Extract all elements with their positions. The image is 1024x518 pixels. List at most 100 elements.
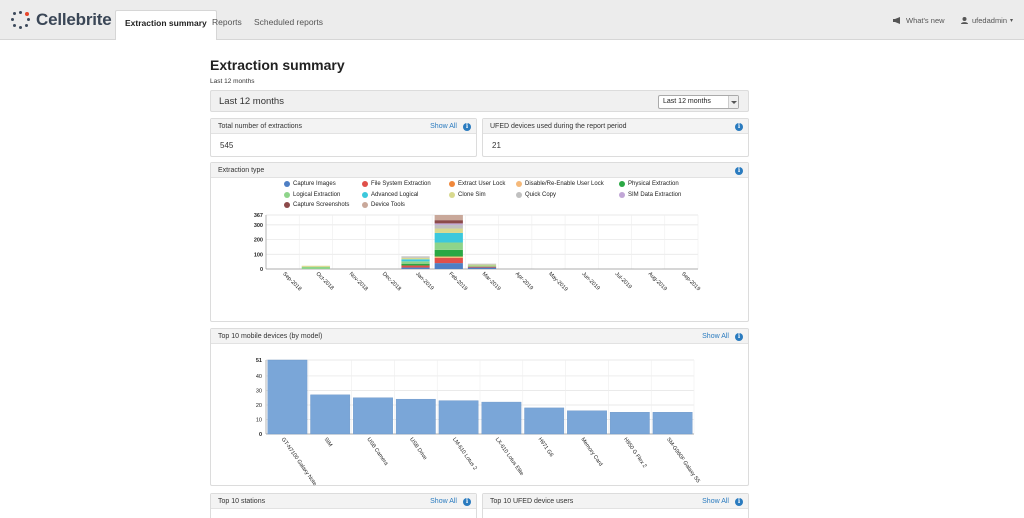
bar-advanced-logical-jan-2019 bbox=[401, 259, 430, 262]
username: ufedadmin bbox=[972, 16, 1008, 25]
brand-logo[interactable]: Cellebrite bbox=[10, 8, 112, 32]
x-tick-label: May-2019 bbox=[547, 271, 569, 293]
info-icon[interactable]: i bbox=[735, 122, 743, 131]
whats-new-label: What's new bbox=[906, 16, 945, 25]
x-tick-label: SM-G960F Galaxy S5 bbox=[665, 437, 701, 485]
select-caret-icon bbox=[728, 96, 738, 108]
legend-item-quick-copy[interactable]: Quick Copy bbox=[516, 191, 556, 198]
legend-item-file-system-extraction[interactable]: File System Extraction bbox=[362, 181, 431, 187]
bar-usb-camera bbox=[353, 397, 393, 435]
top-users-card: Top 10 UFED device users Show All i bbox=[482, 493, 749, 518]
top-navbar: Cellebrite Extraction summary Reports Sc… bbox=[0, 0, 1024, 40]
x-tick-label: USB Camera bbox=[365, 437, 389, 468]
bar-lx-610-lotus-elite bbox=[481, 401, 522, 435]
card-title: Top 10 mobile devices (by model) bbox=[218, 333, 323, 340]
x-tick-label: Sep-2018 bbox=[281, 271, 302, 292]
tab-extraction-summary[interactable]: Extraction summary bbox=[115, 10, 217, 40]
bar-sim bbox=[310, 394, 351, 435]
legend-label: Disable/Re-Enable User Lock bbox=[525, 181, 604, 187]
legend-item-device-tools[interactable]: Device Tools bbox=[362, 202, 405, 208]
legend-item-sim-data-extraction[interactable]: SIM Data Extraction bbox=[619, 191, 682, 198]
bar-logical-extraction-jan-2019 bbox=[401, 261, 430, 264]
legend-label: Extract User Lock bbox=[458, 181, 506, 187]
legend-item-logical-extraction[interactable]: Logical Extraction bbox=[284, 191, 340, 198]
y-tick-label: 20 bbox=[256, 403, 262, 409]
bar-clone-sim-oct-2018 bbox=[301, 265, 330, 267]
legend-label: Capture Images bbox=[293, 181, 336, 187]
y-tick-label: 0 bbox=[259, 432, 262, 438]
bar-logical-extraction-oct-2018 bbox=[301, 266, 330, 269]
x-tick-label: Mar-2019 bbox=[481, 271, 502, 292]
legend-item-extract-user-lock[interactable]: Extract User Lock bbox=[449, 181, 505, 187]
info-icon[interactable]: i bbox=[735, 166, 743, 175]
x-tick-label: GT-N7100 Galaxy Note... bbox=[280, 437, 321, 486]
period-select-value: Last 12 months bbox=[663, 98, 711, 105]
x-tick-label: LM-610 Lotus 2 bbox=[451, 437, 478, 472]
card-title: Total number of extractions bbox=[218, 123, 303, 130]
bar-capture-images-mar-2019 bbox=[467, 267, 497, 269]
extraction-type-chart: 0 100 200 300 367 Sep-2018 Oct-2018 Nov-2018 Dec… bbox=[254, 213, 701, 293]
bar-physical-extraction-feb-2019 bbox=[434, 249, 463, 257]
x-tick-label: Dec-2018 bbox=[381, 271, 402, 292]
legend-label: Advanced Logical bbox=[371, 191, 419, 198]
whats-new-link[interactable]: What's new bbox=[893, 16, 945, 25]
period-label: Last 12 months bbox=[219, 96, 284, 107]
extraction-type-card: Extraction type i bbox=[210, 162, 749, 322]
bar-advanced-logical-feb-2019 bbox=[434, 232, 463, 243]
card-title: Top 10 UFED device users bbox=[490, 498, 574, 505]
show-all-link[interactable]: Show All bbox=[702, 498, 729, 505]
bar-quick-copy-aug-2019 bbox=[634, 268, 663, 270]
bar-quick-copy-may-2019 bbox=[534, 268, 563, 270]
bar-capture-images-jan-2019 bbox=[401, 267, 430, 269]
y-tick-label: 200 bbox=[254, 238, 263, 244]
x-tick-label: Nov-2018 bbox=[348, 271, 369, 292]
legend-item-advanced-logical[interactable]: Advanced Logical bbox=[362, 191, 419, 198]
top-stations-card: Top 10 stations Show All i bbox=[210, 493, 477, 518]
bar-gt-n7100-galaxy-note bbox=[267, 359, 308, 435]
bar-h971-g6 bbox=[524, 407, 565, 435]
bar-clone-sim-feb-2019 bbox=[434, 228, 463, 233]
user-menu[interactable]: ufedadmin ▾ bbox=[961, 16, 1013, 25]
info-icon[interactable]: i bbox=[735, 497, 743, 506]
x-tick-label: H971 G6 bbox=[537, 437, 555, 458]
cellebrite-logo-icon bbox=[10, 10, 30, 30]
top-devices-chart: 0 10 20 30 40 51 GT-N7100 Galaxy Note... SIM USB… bbox=[256, 358, 701, 486]
bar-quick-copy-jan-2019 bbox=[401, 256, 430, 258]
bar-physical-extraction-jan-2019 bbox=[401, 263, 430, 266]
show-all-link[interactable]: Show All bbox=[702, 333, 729, 340]
y-tick-label: 100 bbox=[254, 252, 263, 258]
bar-lm-610-lotus-2 bbox=[438, 400, 479, 435]
info-icon[interactable]: i bbox=[463, 497, 471, 506]
show-all-link[interactable]: Show All bbox=[430, 123, 457, 130]
page-subtitle: Last 12 months bbox=[210, 78, 255, 85]
bar-usb-drive bbox=[395, 398, 436, 435]
x-tick-label: Aug-2019 bbox=[647, 271, 668, 292]
period-select[interactable]: Last 12 months bbox=[658, 95, 739, 109]
y-tick-label: 30 bbox=[256, 388, 262, 394]
legend-label: SIM Data Extraction bbox=[628, 191, 682, 198]
info-icon[interactable]: i bbox=[735, 332, 743, 341]
card-title: Extraction type bbox=[218, 167, 265, 174]
ufed-devices-value: 21 bbox=[492, 141, 501, 150]
x-tick-label: USB Drive bbox=[408, 437, 428, 461]
legend-item-disable-re-enable-user-lock[interactable]: Disable/Re-Enable User Lock bbox=[516, 181, 604, 187]
legend-item-capture-screenshots[interactable]: Capture Screenshots bbox=[284, 202, 349, 208]
card-title: UFED devices used during the report peri… bbox=[490, 123, 627, 130]
legend-item-clone-sim[interactable]: Clone Sim bbox=[449, 191, 486, 198]
ufed-devices-card: UFED devices used during the report peri… bbox=[482, 118, 749, 157]
bar-h950-g-flex-2 bbox=[609, 412, 650, 435]
legend-dot-icon bbox=[284, 181, 290, 187]
legend-item-capture-images[interactable]: Capture Images bbox=[284, 181, 336, 187]
total-extractions-card: Total number of extractions Show All i 5… bbox=[210, 118, 477, 157]
bar-clone-sim-mar-2019 bbox=[467, 264, 497, 266]
legend-item-physical-extraction[interactable]: Physical Extraction bbox=[619, 181, 679, 187]
y-tick-label: 300 bbox=[254, 223, 263, 229]
legend-dot-icon bbox=[516, 181, 522, 187]
show-all-link[interactable]: Show All bbox=[430, 498, 457, 505]
tab-reports[interactable]: Reports bbox=[212, 17, 242, 27]
legend-dot-icon bbox=[619, 191, 625, 198]
tab-scheduled-reports[interactable]: Scheduled reports bbox=[254, 17, 323, 27]
bar-file-system-extraction-jan-2019 bbox=[401, 265, 430, 268]
megaphone-icon bbox=[893, 17, 900, 24]
info-icon[interactable]: i bbox=[463, 122, 471, 131]
